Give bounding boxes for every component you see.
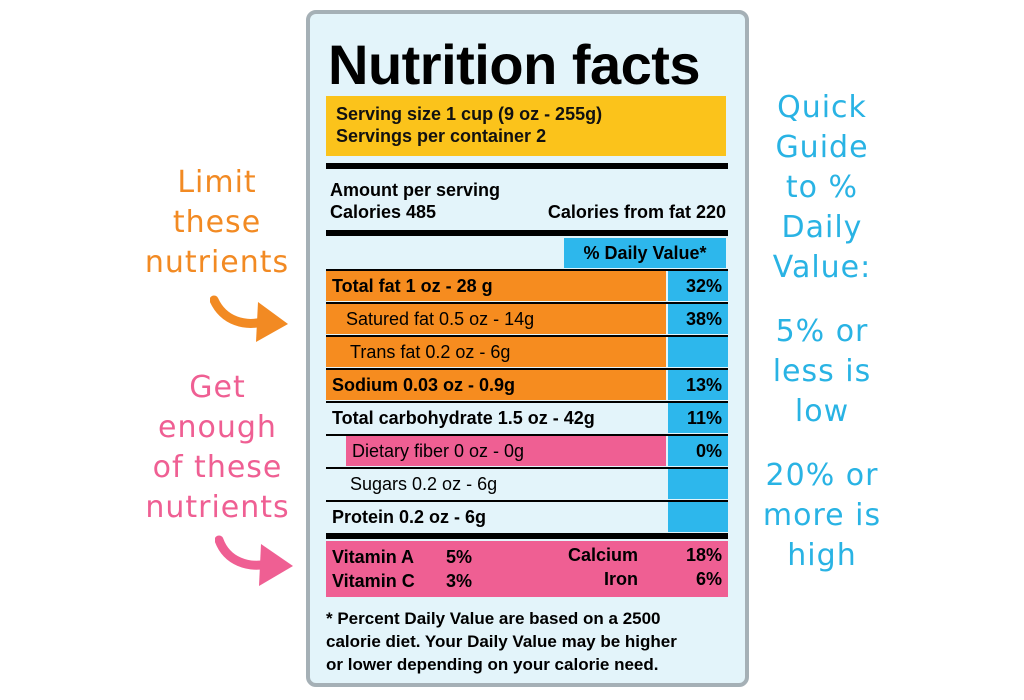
nutrient-name: Total carbohydrate 1.5 oz - 42g (332, 407, 595, 428)
nutrient-row-protein: Protein 0.2 oz - 6g (326, 500, 728, 532)
vitamin-c-label: Vitamin C (332, 571, 415, 591)
nutrient-name: Total fat 1 oz - 28 g (326, 271, 666, 301)
footnote-line: * Percent Daily Value are based on a 250… (326, 609, 661, 628)
footnote-line: calorie diet. Your Daily Value may be hi… (326, 632, 677, 651)
iron-label: Iron (604, 569, 638, 589)
footnote: * Percent Daily Value are based on a 250… (326, 607, 736, 676)
get-note-line: Get (189, 370, 246, 405)
guide-line: Daily (781, 210, 863, 245)
nutrient-row-saturated-fat: Satured fat 0.5 oz - 14g 38% (326, 302, 728, 334)
footnote-line: or lower depending on your calorie need. (326, 655, 659, 674)
nutrient-percent: 13% (668, 370, 728, 400)
limit-note-line: nutrients (144, 245, 290, 280)
calories: Calories 485 (330, 202, 437, 222)
servings-per-container: Servings per container 2 (336, 126, 547, 146)
guide-line: Quick (777, 90, 867, 125)
guide-line: to % (785, 170, 859, 205)
quick-guide-note: Quick Guide to % Daily Value: 5% or less… (748, 88, 896, 576)
nutrient-row-trans-fat: Trans fat 0.2 oz - 6g (326, 335, 728, 367)
pink-arrow-icon (215, 535, 293, 586)
vitamin-a-percent: 5% (446, 547, 473, 567)
daily-value-header: % Daily Value* (564, 238, 726, 268)
nutrient-row-dietary-fiber: Dietary fiber 0 oz - 0g 0% (326, 434, 728, 466)
nutrient-name: Sodium 0.03 oz - 0.9g (326, 370, 666, 400)
iron-percent: 6% (695, 569, 722, 589)
serving-info: Serving size 1 cup (9 oz - 255g) Serving… (326, 96, 726, 156)
get-enough-note: Get enough of these nutrients (130, 368, 305, 528)
amount-per-serving: Amount per serving (330, 180, 501, 200)
guide-low-line: low (794, 394, 850, 429)
label-title: Nutrition facts (328, 33, 701, 96)
limit-note-line: these (172, 205, 262, 240)
orange-arrow-icon (210, 295, 288, 342)
nutrition-label: Nutrition facts Serving size 1 cup (9 oz… (306, 10, 749, 687)
limit-nutrients-note: Limit these nutrients (132, 163, 302, 283)
guide-high-line: high (787, 538, 857, 573)
serving-size: Serving size 1 cup (9 oz - 255g) (336, 104, 603, 124)
guide-line: Value: (772, 250, 872, 285)
get-note-line: of these (152, 450, 283, 485)
divider (326, 163, 728, 169)
nutrient-name: Dietary fiber 0 oz - 0g (346, 436, 666, 466)
guide-high-line: 20% or (765, 458, 879, 493)
nutrient-name: Trans fat 0.2 oz - 6g (326, 337, 666, 367)
nutrient-percent: 38% (668, 304, 728, 334)
vitamin-a-label: Vitamin A (332, 547, 415, 567)
divider (326, 533, 728, 539)
calories-row: Calories 485 Calories from fat 220 (330, 202, 726, 223)
guide-high-line: more is (762, 498, 882, 533)
get-note-line: enough (158, 410, 277, 445)
guide-low-line: 5% or (775, 314, 869, 349)
nutrient-percent (668, 469, 728, 499)
nutrient-name: Sugars 0.2 oz - 6g (350, 473, 498, 494)
calories-from-fat: Calories from fat 220 (547, 202, 726, 222)
nutrient-row-total-carbohydrate: Total carbohydrate 1.5 oz - 42g 11% (326, 401, 728, 433)
nutrient-percent: 11% (668, 403, 728, 433)
guide-line: Guide (775, 130, 869, 165)
nutrient-name: Protein 0.2 oz - 6g (332, 506, 487, 527)
nutrient-row-sugars: Sugars 0.2 oz - 6g (326, 467, 728, 499)
nutrient-row-sodium: Sodium 0.03 oz - 0.9g 13% (326, 368, 728, 400)
divider (326, 230, 728, 236)
nutrient-name: Satured fat 0.5 oz - 14g (326, 304, 666, 334)
nutrient-percent (668, 337, 728, 367)
calcium-percent: 18% (685, 545, 722, 565)
calcium-label: Calcium (567, 545, 638, 565)
guide-low-line: less is (772, 354, 872, 389)
nutrient-percent: 0% (668, 436, 728, 466)
vitamins-minerals: Vitamin A 5% Vitamin C 3% Calcium 18% Ir… (326, 541, 728, 597)
get-note-line: nutrients (145, 490, 290, 525)
nutrient-percent: 32% (668, 271, 728, 301)
vitamin-c-percent: 3% (446, 571, 473, 591)
limit-note-line: Limit (177, 165, 257, 200)
nutrient-percent (668, 502, 728, 532)
nutrient-row-total-fat: Total fat 1 oz - 28 g 32% (326, 269, 728, 301)
